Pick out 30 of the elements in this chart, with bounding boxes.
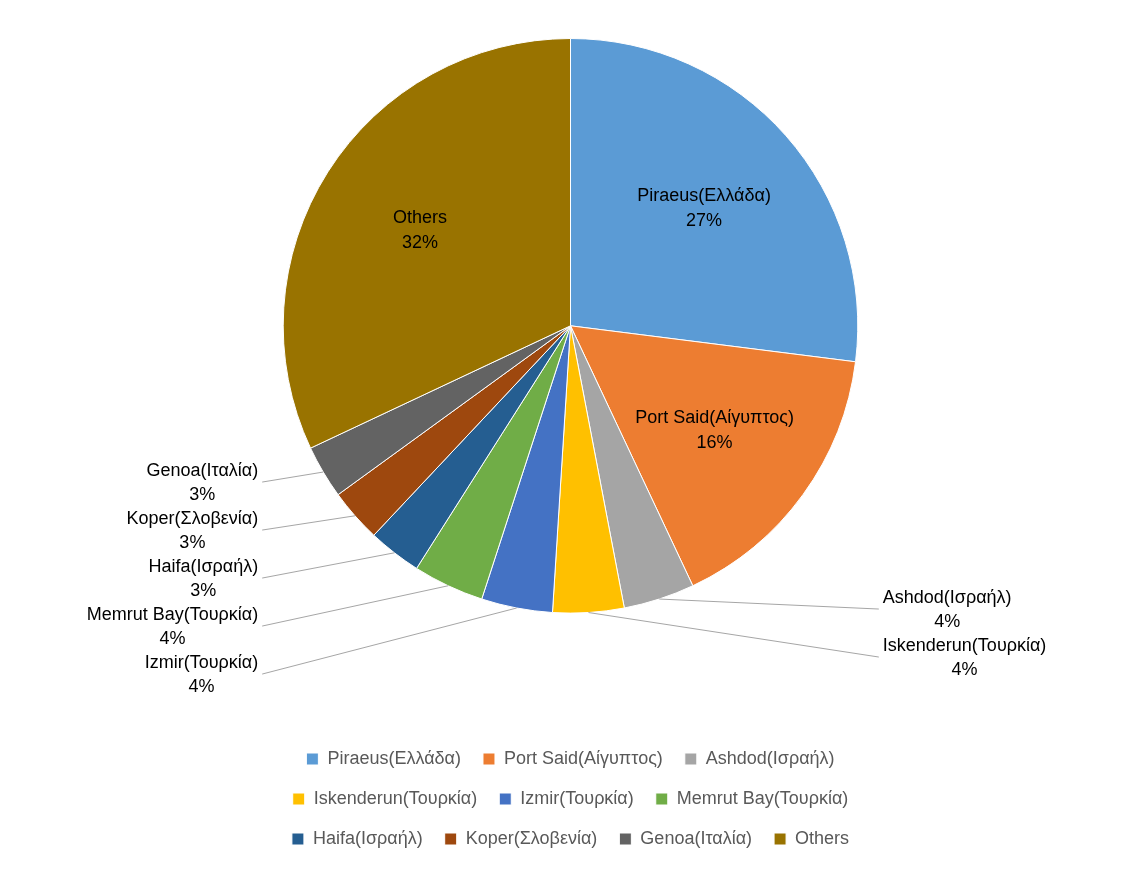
legend-label: Piraeus(Ελλάδα) <box>327 747 461 768</box>
slice-label: Ashdod(Ισραήλ) <box>882 587 1012 608</box>
slice-label: Haifa(Ισραήλ) <box>148 556 259 577</box>
legend-label: Koper(Σλοβενία) <box>465 827 598 848</box>
legend-label: Ashdod(Ισραήλ) <box>705 747 835 768</box>
legend-label: Genoa(Ιταλία) <box>640 827 753 848</box>
slice-label: Izmir(Τουρκία) <box>144 652 259 673</box>
legend-label: Haifa(Ισραήλ) <box>312 827 423 848</box>
data-label: 4% <box>159 628 186 649</box>
legend-label: Iskenderun(Τουρκία) <box>313 787 478 808</box>
data-label: 16% <box>696 432 733 453</box>
data-label: 4% <box>951 659 978 680</box>
slice-label: Others <box>393 207 448 228</box>
slice-label: Koper(Σλοβενία) <box>126 508 259 529</box>
slice-label: Genoa(Ιταλία) <box>146 460 259 481</box>
data-label: 3% <box>189 484 216 505</box>
data-label: 27% <box>686 209 723 230</box>
slice-label: Port Said(Αίγυπτος) <box>635 407 795 428</box>
data-label: 3% <box>179 532 206 553</box>
slice-label: Piraeus(Ελλάδα) <box>637 184 771 205</box>
slice-label: Iskenderun(Τουρκία) <box>882 635 1047 656</box>
legend-label: Port Said(Αίγυπτος) <box>503 747 663 768</box>
data-label: 4% <box>188 676 215 697</box>
data-label: 3% <box>190 580 217 601</box>
data-label: 32% <box>402 232 439 253</box>
legend-label: Memrut Bay(Τουρκία) <box>676 787 849 808</box>
legend-label: Others <box>795 827 850 848</box>
slice-label: Memrut Bay(Τουρκία) <box>86 604 259 625</box>
data-label: 4% <box>934 611 961 632</box>
legend-label: Izmir(Τουρκία) <box>520 787 634 808</box>
